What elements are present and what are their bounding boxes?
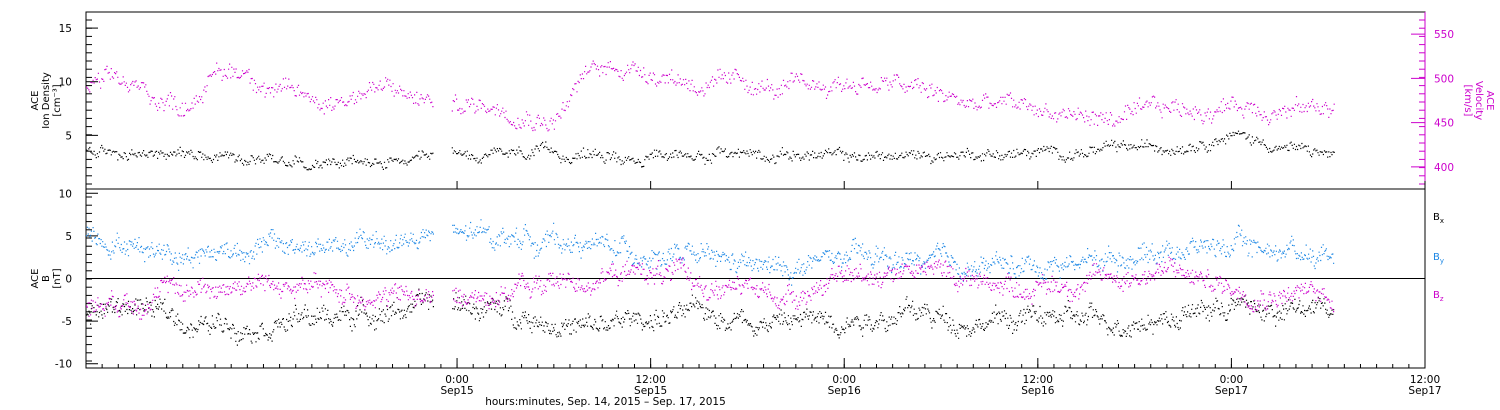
legend-bz: Bz [1433, 290, 1444, 303]
x-tick-time-label: 12:00 [1410, 374, 1440, 386]
legend-label: B [1433, 252, 1440, 263]
x-tick-time-label: 0:00 [832, 374, 856, 386]
x-tick-time-label: 12:00 [1023, 374, 1053, 386]
x-tick-date-label: Sep16 [828, 385, 861, 397]
legend-label: B [1433, 212, 1440, 223]
velocity-axis-label-line: ACE [1484, 91, 1495, 111]
b-tick-label: 10 [59, 188, 72, 200]
b-tick-label: 0 [65, 274, 72, 286]
series-by [86, 219, 1335, 286]
b-axis-label-line: [nT] [52, 268, 63, 288]
b-tick-label: 5 [65, 231, 72, 243]
velocity-tick-label: 400 [1434, 162, 1454, 174]
b-tick-label: -5 [62, 316, 72, 328]
legend-by: By [1433, 252, 1444, 265]
series-bz [86, 256, 1335, 320]
density-axis-label-line: ACE [30, 91, 41, 111]
plasma-left-minor-ticks [86, 19, 92, 185]
time-axis: 0:00Sep1512:00Sep150:00Sep1612:00Sep160:… [85, 181, 1442, 408]
series-bx [86, 288, 1335, 346]
x-tick-time-label: 0:00 [1220, 374, 1244, 386]
b-tick-label: -10 [55, 359, 72, 371]
velocity-minor-ticks [1419, 19, 1425, 185]
x-tick-time-label: 0:00 [445, 374, 469, 386]
series-ion-density [86, 130, 1335, 171]
x-tick-date-label: Sep17 [1408, 385, 1441, 397]
velocity-axis-label-line: Velocity [1473, 81, 1484, 120]
plasma-frame [85, 11, 1426, 190]
x-tick-date-label: Sep15 [440, 385, 473, 397]
legend-label: B [1433, 290, 1440, 301]
density-axis-label: ACE Ion Density [cm⁻³] [30, 72, 63, 129]
legend-subscript: y [1440, 257, 1444, 265]
x-tick-date-label: Sep15 [634, 385, 667, 397]
legend-subscript: x [1440, 217, 1444, 225]
b-axis-label-line: ACE [30, 269, 41, 289]
legend-subscript: z [1440, 295, 1444, 303]
velocity-axis-label-line: [km/s] [1462, 85, 1473, 117]
velocity-tick-label: 450 [1434, 118, 1454, 130]
x-tick-date-label: Sep17 [1215, 385, 1248, 397]
b-axis-label-line: B [41, 275, 52, 282]
x-tick-date-label: Sep16 [1021, 385, 1054, 397]
velocity-tick-label: 550 [1434, 29, 1454, 41]
velocity-tick-label: 500 [1434, 73, 1454, 85]
density-tick-label: 15 [59, 23, 72, 35]
density-tick-label: 5 [65, 130, 72, 142]
density-tick-label: 10 [59, 77, 72, 89]
x-tick-time-label: 12:00 [636, 374, 666, 386]
series-velocity [86, 60, 1335, 132]
x-axis-title: hours:minutes, Sep. 14, 2015 – Sep. 17, … [485, 396, 726, 408]
density-axis-label-line: Ion Density [41, 72, 52, 129]
density-axis-label-line: [cm⁻³] [52, 84, 63, 116]
legend-bx: Bx [1433, 212, 1444, 225]
b-axis-label: ACE B [nT] [30, 268, 63, 288]
